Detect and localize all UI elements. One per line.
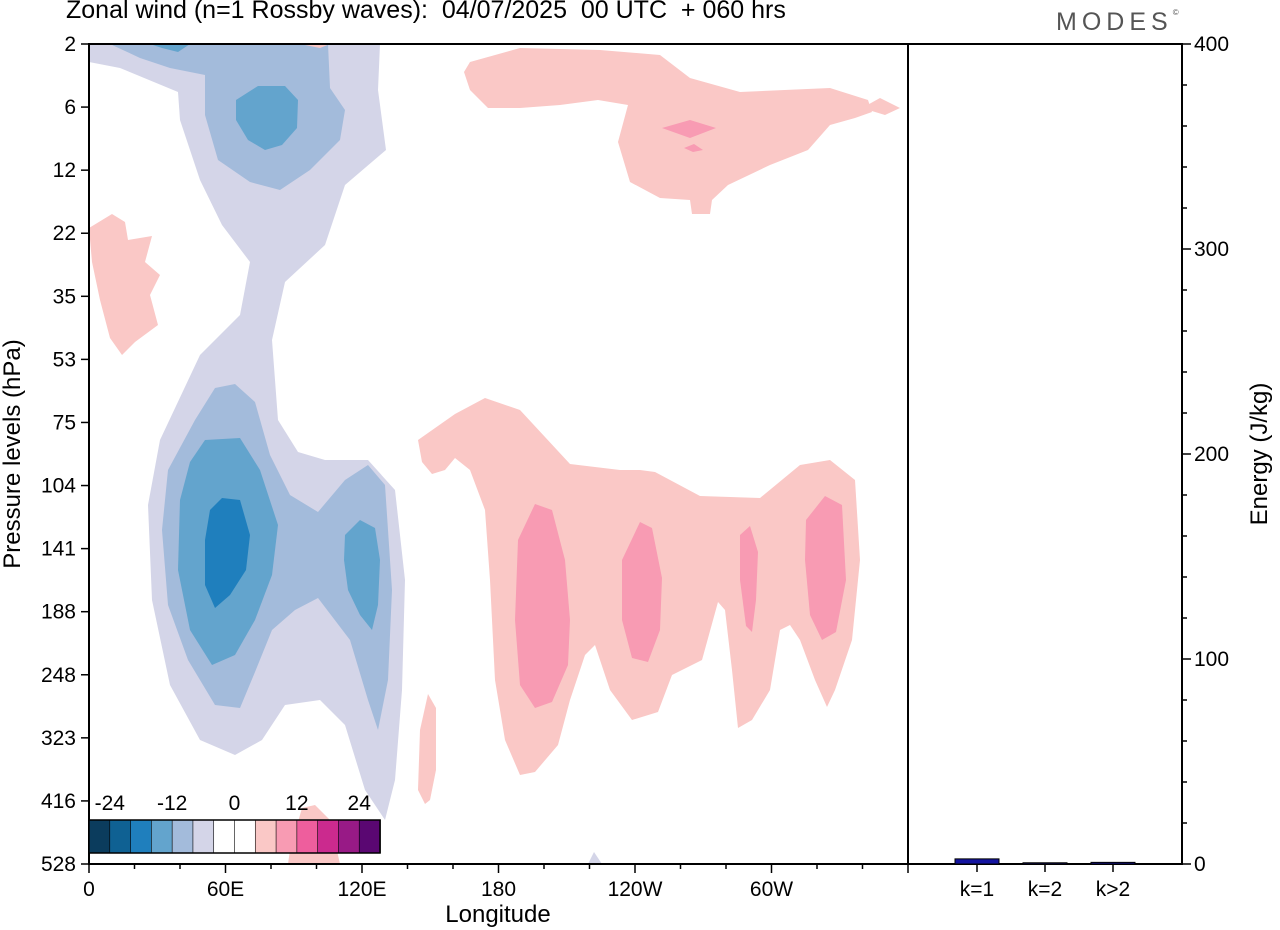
contour-pos-4-8-column-1	[515, 504, 570, 708]
colorbar-cell	[234, 819, 257, 854]
contour-plot-area	[89, 44, 908, 864]
contour-pos-4-8-column-3	[740, 526, 758, 632]
contour-pos-0-4-left	[89, 214, 160, 355]
y-tick-label: 188	[41, 601, 76, 624]
x-tick-label: 60E	[207, 878, 244, 901]
energy-tick-label: 200	[1194, 443, 1229, 466]
contour-pos-0-4-upper-right	[862, 98, 900, 115]
contour-pos-4-8-column-2	[622, 522, 662, 662]
energy-category-label: k=2	[1028, 878, 1062, 901]
energy-bar	[1022, 862, 1068, 865]
contour-neg-8-4-upper	[110, 44, 345, 190]
y-tick-label: 323	[41, 727, 76, 750]
x-tick-label: 0	[83, 878, 95, 901]
y-tick-label: 6	[64, 96, 76, 119]
colorbar-cell	[171, 819, 194, 854]
colorbar-cell	[151, 819, 173, 854]
brand-name: MODES	[1056, 8, 1173, 36]
colorbar-tick-label: 12	[285, 792, 308, 815]
colorbar-cell	[130, 819, 153, 854]
colorbar-cell	[192, 819, 215, 854]
y-tick-label: 2	[64, 33, 76, 56]
colorbar-cell	[109, 819, 132, 854]
y-axis-pressure: 2 6 12 22 35 53 75 104 141 188 248 323 416 528	[41, 33, 89, 876]
y-tick-label: 141	[41, 538, 76, 561]
colorbar-cell	[275, 819, 298, 854]
y-tick-label: 35	[53, 285, 76, 308]
colorbar-tick-label: -24	[95, 792, 126, 815]
x-tick-label: 120E	[337, 878, 386, 901]
brand-logo: MODES©	[1056, 8, 1179, 37]
energy-category-label: k>2	[1096, 878, 1130, 901]
contour-neg-16-12-core	[205, 498, 250, 608]
energy-tick-label: 100	[1194, 648, 1229, 671]
energy-tick-label: 400	[1194, 33, 1229, 56]
y-tick-label: 104	[41, 475, 76, 498]
y-tick-label: 53	[53, 348, 76, 371]
energy-bar	[1090, 861, 1136, 865]
energy-axis-title: Energy (J/kg)	[1246, 383, 1273, 526]
contour-neg-12-8-top	[236, 86, 298, 150]
colorbar-cell	[213, 819, 236, 854]
energy-category-label: k=1	[960, 878, 994, 901]
energy-plot-area	[907, 43, 1183, 865]
y-axis-energy: 0 100 200 300 400	[1182, 33, 1229, 876]
x-tick-label: 120W	[608, 878, 663, 901]
energy-plot-frame	[907, 43, 1183, 865]
contour-pos-0-4-lower	[418, 694, 436, 804]
y-tick-label: 528	[41, 853, 76, 876]
energy-tick-label: 300	[1194, 238, 1229, 261]
colorbar-cell	[317, 819, 340, 854]
y-tick-label: 12	[53, 159, 76, 182]
contour-neg-4-0-bottom	[588, 852, 602, 864]
x-tick-label: 180	[481, 878, 516, 901]
x-tick-label: 60W	[750, 878, 793, 901]
y-tick-label: 416	[41, 790, 76, 813]
y-tick-label: 22	[53, 222, 76, 245]
colorbar: -24 -12 0 12 24	[88, 792, 381, 854]
contour-pos-4-8-top-small	[684, 144, 703, 152]
contour-pos-4-8-column-4	[805, 496, 846, 640]
colorbar-cell	[296, 819, 319, 854]
contour-pos-4-8-top	[662, 120, 716, 138]
brand-mark: ©	[1172, 8, 1179, 17]
energy-bar	[954, 858, 1000, 865]
y-axis-title: Pressure levels (hPa)	[0, 339, 26, 568]
contour-pos-0-4-upper	[464, 48, 872, 214]
contour-neg-12-8-right	[344, 520, 380, 630]
y-tick-label: 75	[53, 411, 76, 434]
colorbar-cell	[358, 819, 381, 854]
contour-neg-12-8-upper	[150, 44, 190, 52]
colorbar-cell	[88, 819, 111, 854]
colorbar-cell	[254, 819, 277, 854]
colorbar-tick-label: 0	[229, 792, 241, 815]
page-title: Zonal wind (n=1 Rossby waves): 04/07/202…	[66, 0, 786, 24]
colorbar-cell	[338, 819, 361, 854]
x-axis-longitude: 0 60E 120E 180 120W 60W	[83, 864, 909, 901]
y-tick-label: 248	[41, 664, 76, 687]
x-axis-title: Longitude	[445, 901, 550, 928]
energy-category-axis: k=1 k=2 k>2	[960, 864, 1130, 901]
colorbar-tick-label: 24	[348, 792, 372, 815]
energy-tick-label: 0	[1194, 853, 1206, 876]
colorbar-tick-label: -12	[157, 792, 187, 815]
